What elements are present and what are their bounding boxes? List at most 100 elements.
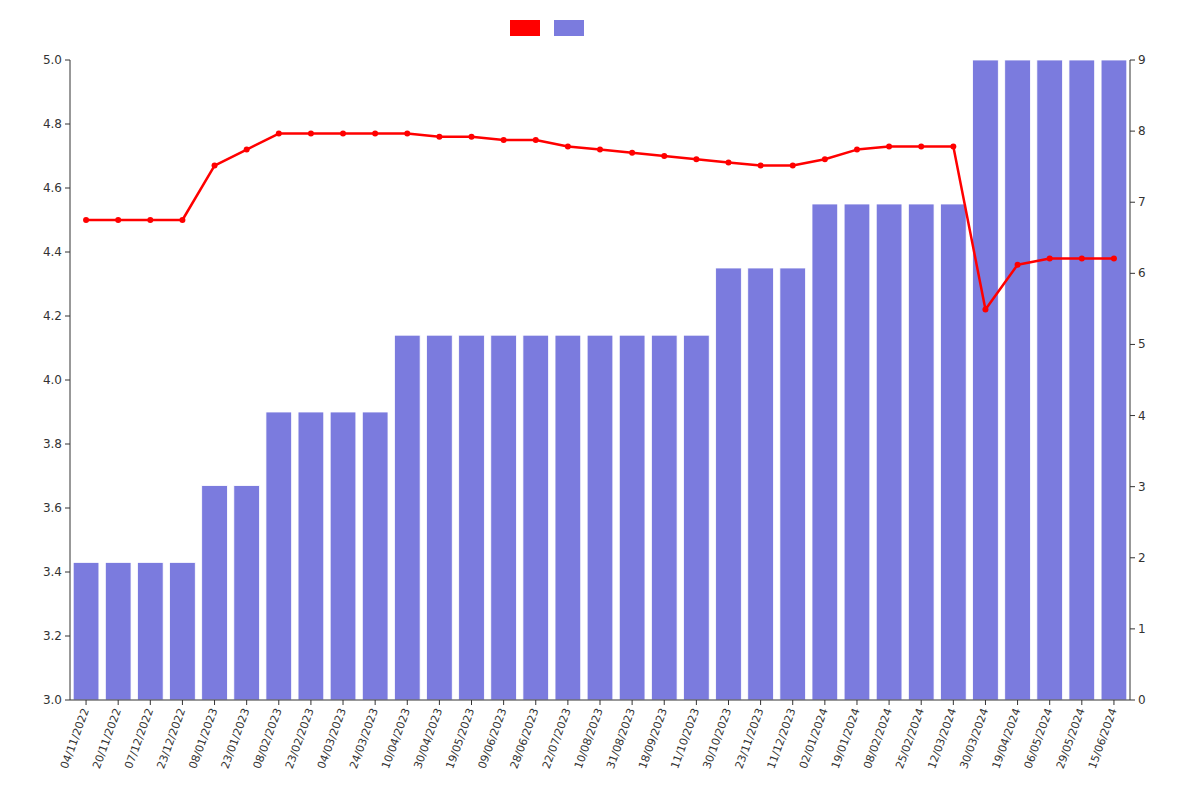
y2-tick [1130, 273, 1135, 274]
bar [394, 335, 420, 700]
x-tick [889, 700, 890, 705]
bar [523, 335, 549, 700]
bar [748, 268, 774, 700]
line-marker [147, 217, 153, 223]
x-tick-label: 20/11/2022 [90, 707, 124, 771]
line-marker [244, 147, 250, 153]
line-marker [918, 143, 924, 149]
y-tick [65, 380, 70, 381]
y2-tick [1130, 131, 1135, 132]
x-tick-label: 02/01/2024 [797, 707, 831, 771]
bar [491, 335, 517, 700]
y-tick-label: 3.4 [43, 565, 62, 579]
x-tick [728, 700, 729, 705]
line-marker [822, 156, 828, 162]
line-marker [340, 131, 346, 137]
legend-swatch [554, 20, 584, 36]
legend-swatch [510, 20, 540, 36]
y-tick-label: 5.0 [43, 53, 62, 67]
y2-tick [1130, 486, 1135, 487]
x-tick-label: 23/02/2023 [283, 707, 317, 771]
x-tick-label: 30/03/2024 [957, 707, 991, 771]
chart: 3.03.23.43.63.84.04.24.44.64.85.00123456… [0, 0, 1200, 800]
x-tick [760, 700, 761, 705]
line-marker [179, 217, 185, 223]
y2-tick-label: 6 [1138, 266, 1146, 280]
bar [908, 204, 934, 700]
y-tick-label: 3.2 [43, 629, 62, 643]
bar [105, 562, 131, 700]
line-marker [212, 163, 218, 169]
line-marker [1079, 255, 1085, 261]
x-tick-label: 04/03/2023 [315, 707, 349, 771]
line-marker [725, 159, 731, 165]
y2-tick-label: 4 [1138, 409, 1146, 423]
x-tick-label: 12/03/2024 [925, 707, 959, 771]
y2-tick-label: 7 [1138, 195, 1146, 209]
bar [780, 268, 806, 700]
x-tick-label: 09/06/2023 [476, 707, 510, 771]
x-tick-label: 30/04/2023 [411, 707, 445, 771]
x-tick-label: 30/10/2023 [700, 707, 734, 771]
x-tick [696, 700, 697, 705]
x-tick [600, 700, 601, 705]
x-tick-label: 11/10/2023 [668, 707, 702, 771]
y-tick-label: 4.0 [43, 373, 62, 387]
x-tick-label: 06/05/2024 [1022, 707, 1056, 771]
x-tick-label: 25/02/2024 [893, 707, 927, 771]
line-marker [950, 143, 956, 149]
line-marker [693, 156, 699, 162]
y-tick [65, 60, 70, 61]
x-tick-label: 31/08/2023 [604, 707, 638, 771]
line-marker [115, 217, 121, 223]
line-marker [276, 131, 282, 137]
x-tick [985, 700, 986, 705]
x-tick [792, 700, 793, 705]
x-tick-label: 23/12/2022 [154, 707, 188, 771]
bar [1037, 60, 1063, 700]
y2-tick [1130, 628, 1135, 629]
y-tick-label: 4.2 [43, 309, 62, 323]
x-tick [1081, 700, 1082, 705]
bar [619, 335, 645, 700]
line-marker [533, 137, 539, 143]
y-tick-label: 4.4 [43, 245, 62, 259]
x-tick [824, 700, 825, 705]
bar [1005, 60, 1031, 700]
x-tick [439, 700, 440, 705]
bar [298, 412, 324, 700]
x-tick [856, 700, 857, 705]
x-tick [278, 700, 279, 705]
x-tick [1017, 700, 1018, 705]
bar [716, 268, 742, 700]
y2-tick [1130, 202, 1135, 203]
x-tick [86, 700, 87, 705]
line-marker [629, 150, 635, 156]
bar [170, 562, 196, 700]
y-tick [65, 572, 70, 573]
x-tick [118, 700, 119, 705]
x-tick-label: 24/03/2023 [347, 707, 381, 771]
x-tick [214, 700, 215, 705]
bar [459, 335, 485, 700]
line-marker [982, 307, 988, 313]
y2-axis-line [1130, 60, 1131, 700]
x-tick [310, 700, 311, 705]
x-tick [921, 700, 922, 705]
bar [362, 412, 388, 700]
x-tick-label: 10/08/2023 [572, 707, 606, 771]
bar [202, 486, 228, 700]
x-tick-label: 29/05/2024 [1054, 707, 1088, 771]
x-tick [471, 700, 472, 705]
y2-tick-label: 2 [1138, 551, 1146, 565]
y2-tick [1130, 60, 1135, 61]
y-tick-label: 3.8 [43, 437, 62, 451]
bar [844, 204, 870, 700]
y-tick [65, 508, 70, 509]
bar [940, 204, 966, 700]
x-tick [150, 700, 151, 705]
bar [1101, 60, 1127, 700]
bar [973, 60, 999, 700]
line-marker [886, 143, 892, 149]
line-marker [597, 147, 603, 153]
